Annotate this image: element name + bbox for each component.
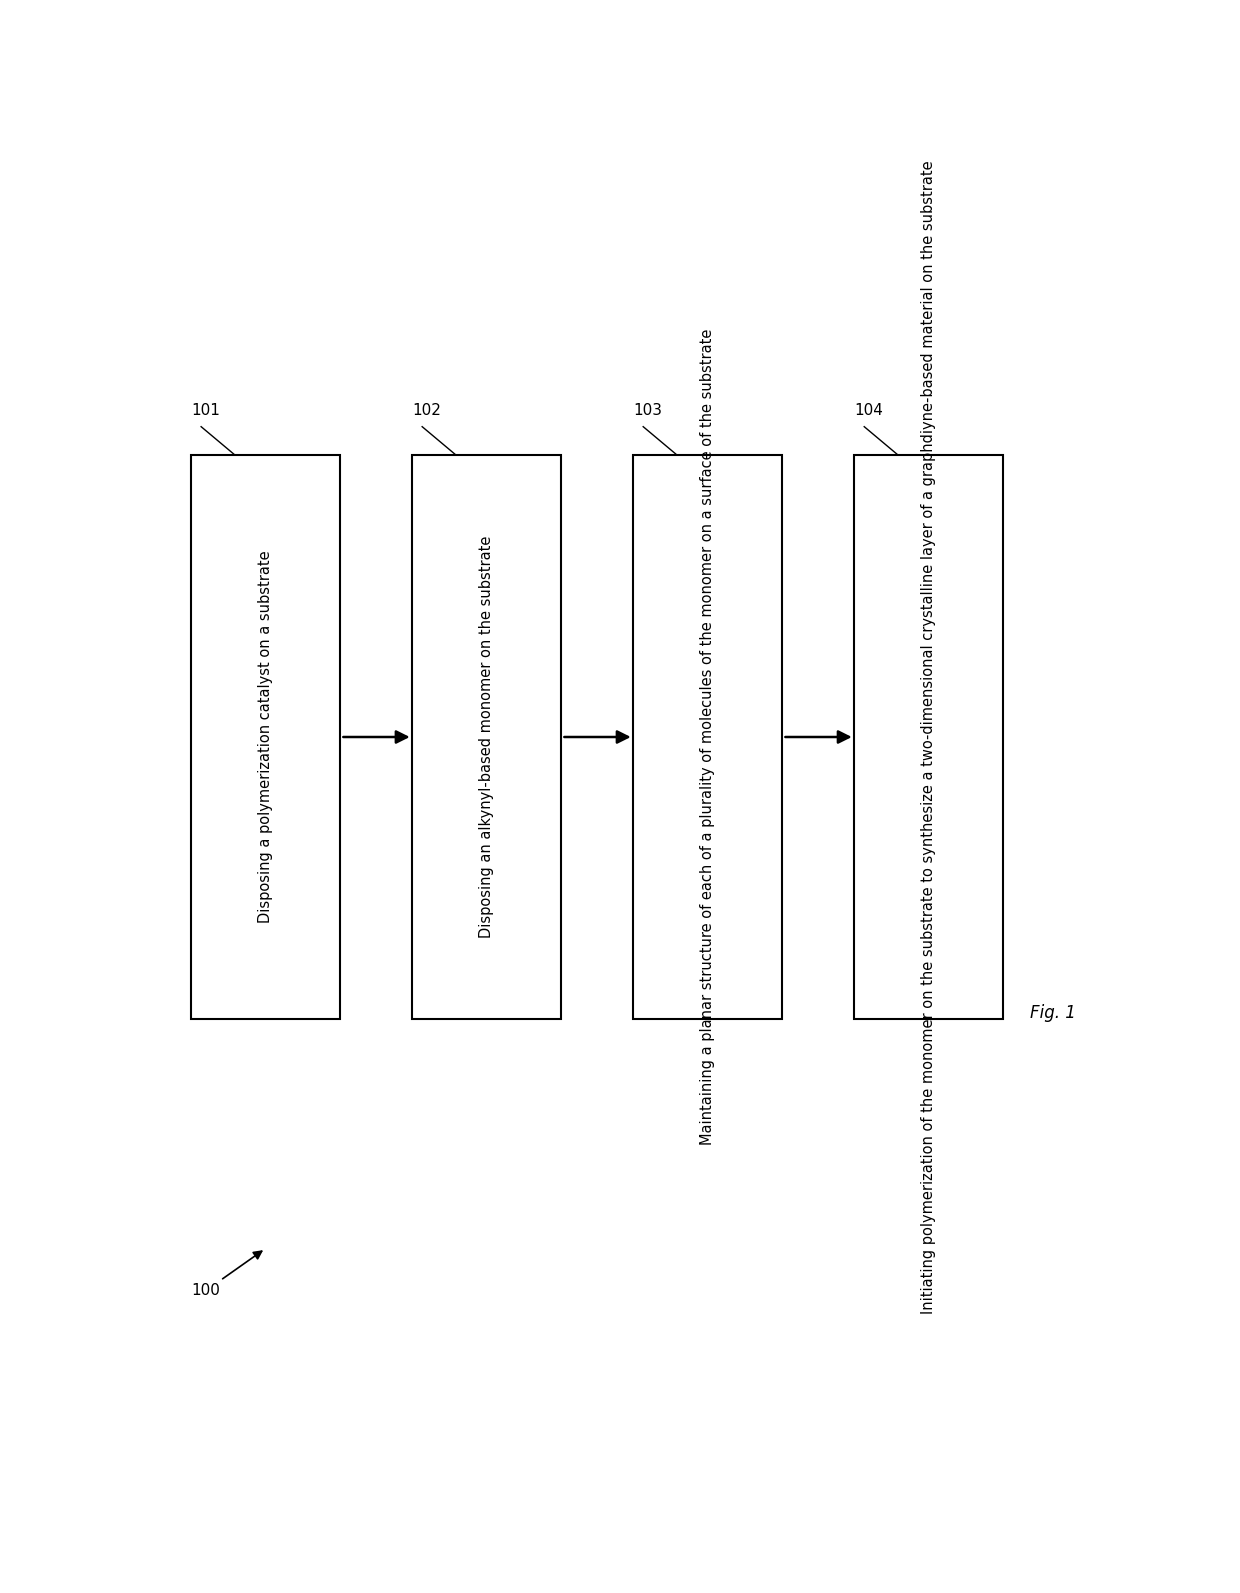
Bar <box>854 456 1003 1020</box>
Text: Maintaining a planar structure of each of a plurality of molecules of the monome: Maintaining a planar structure of each o… <box>701 328 715 1145</box>
Text: 103: 103 <box>634 403 662 417</box>
Text: Initiating polymerization of the monomer on the substrate to synthesize a two-di: Initiating polymerization of the monomer… <box>921 161 936 1314</box>
Text: Disposing an alkynyl-based monomer on the substrate: Disposing an alkynyl-based monomer on th… <box>479 535 494 938</box>
Text: 100: 100 <box>191 1282 221 1298</box>
Bar <box>412 456 560 1020</box>
Text: 101: 101 <box>191 403 221 417</box>
Bar <box>191 456 340 1020</box>
Bar <box>634 456 782 1020</box>
Text: 104: 104 <box>854 403 883 417</box>
Text: Fig. 1: Fig. 1 <box>1029 1004 1075 1023</box>
Text: 102: 102 <box>413 403 441 417</box>
Text: Disposing a polymerization catalyst on a substrate: Disposing a polymerization catalyst on a… <box>258 551 273 924</box>
